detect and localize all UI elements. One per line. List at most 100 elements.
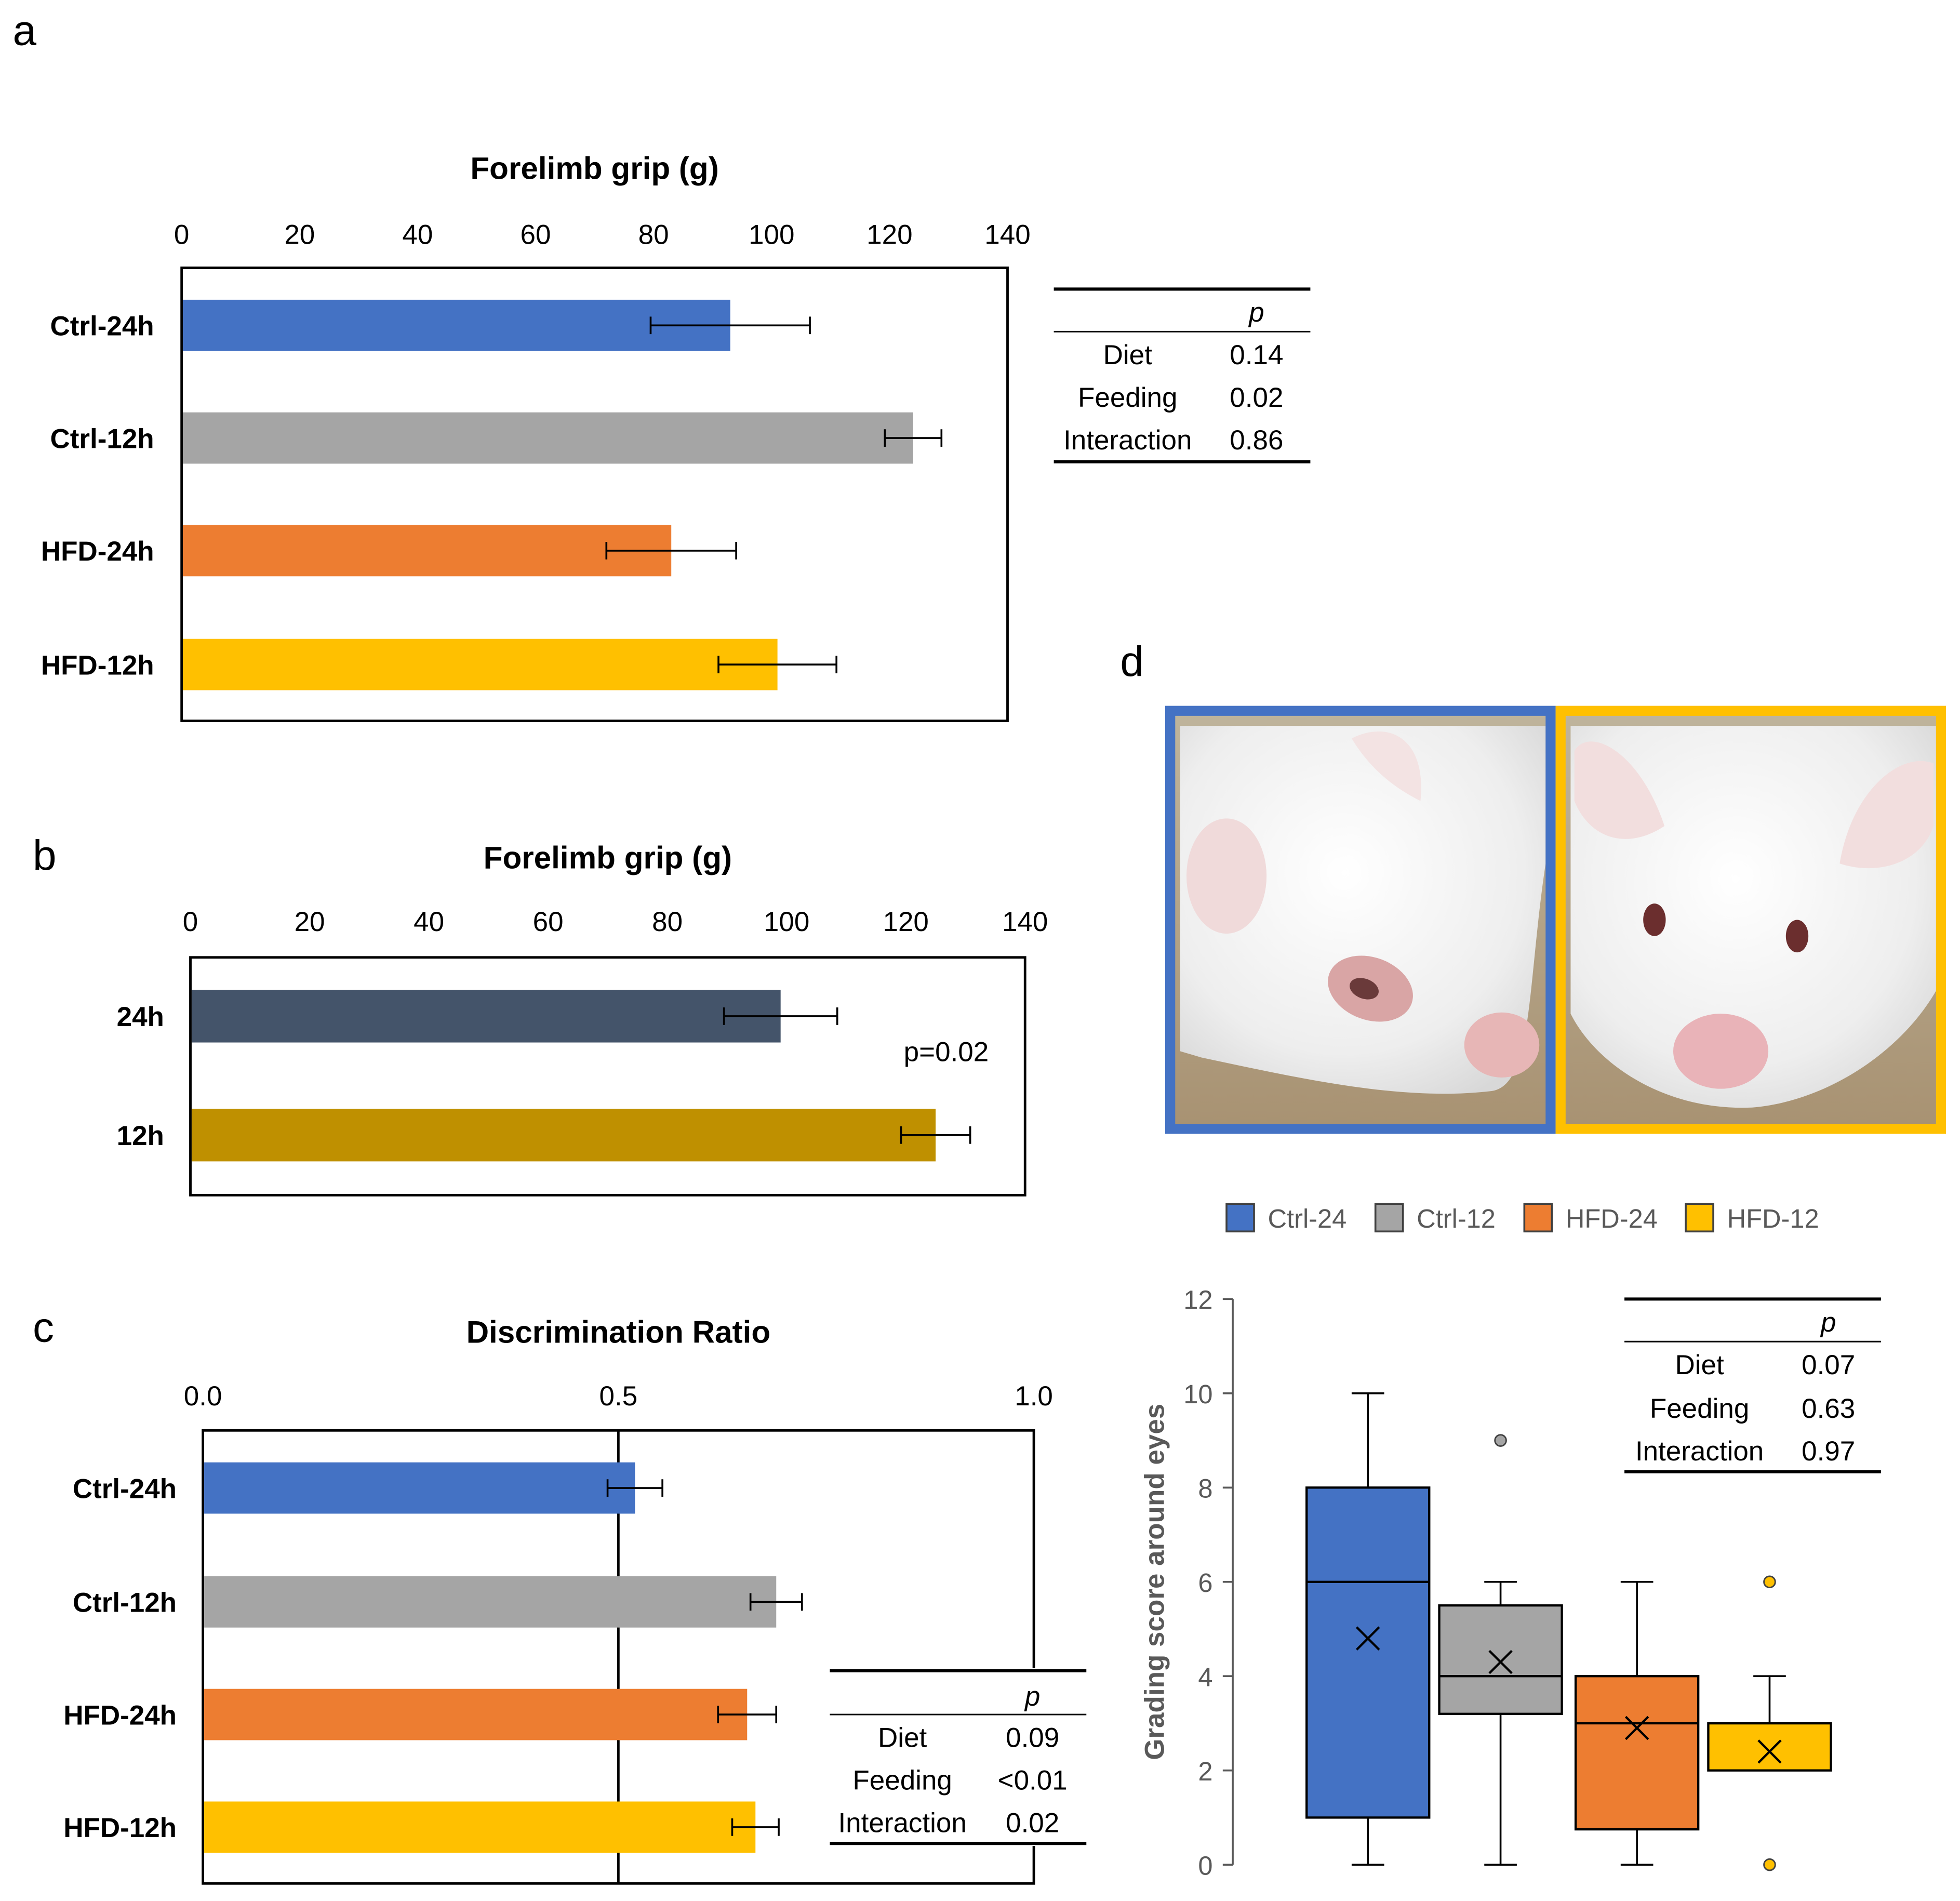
stats-row-value-interaction: 0.97 (1802, 1436, 1855, 1467)
bar-hfd-24h (183, 525, 672, 577)
panel-label-c: c (33, 1304, 54, 1351)
category-label-hfd-24h: HFD-24h (41, 536, 154, 567)
legend-swatch-hfd-24 (1523, 1203, 1553, 1233)
category-label-ctrl-24h: Ctrl-24h (50, 311, 154, 342)
y-tick-label: 4 (1198, 1662, 1212, 1692)
chart-a-forelimb-grip-groups: Forelimb grip (g) 0 20 40 60 80 100 120 140 Ctrl-… (41, 150, 1311, 722)
panel-label-b: b (33, 832, 57, 879)
outlier-point-ctrl-12 (1494, 1434, 1507, 1447)
x-tick-label: 0 (183, 907, 198, 937)
y-tick-label: 2 (1198, 1757, 1212, 1786)
bar-hfd-12h (204, 1801, 756, 1853)
mouse-ear-front-shape (1186, 818, 1267, 934)
bar-hfd-24h (204, 1689, 748, 1740)
category-label-12h: 12h (117, 1121, 164, 1151)
category-label-ctrl-12h: Ctrl-12h (73, 1588, 177, 1618)
mouse-photo-hfd-12 (1555, 706, 1946, 1134)
photo-frame-yellow (1555, 706, 1946, 1134)
photo-frame-blue (1165, 706, 1556, 1134)
y-tick-label: 6 (1198, 1568, 1212, 1598)
legend-label-hfd-12: HFD-12 (1727, 1204, 1819, 1233)
bar-ctrl-12h (204, 1576, 777, 1628)
x-tick-label: 0.0 (184, 1381, 222, 1412)
legend-swatch-ctrl-24 (1225, 1203, 1255, 1233)
x-tick-label: 80 (652, 907, 683, 937)
mouse-nose-shape (1673, 1014, 1769, 1089)
p-value-annotation: p=0.02 (904, 1037, 989, 1068)
plot-frame (189, 956, 1026, 1197)
bar-12h (191, 1109, 936, 1162)
stats-table-header: p (1820, 1307, 1836, 1338)
outlier-point-hfd-12 (1763, 1858, 1776, 1871)
plot-frame (180, 267, 1009, 722)
mouse-right-eye-shape (1785, 920, 1809, 953)
chart-c-discrimination-ratio: Discrimination Ratio 0.0 0.5 1.0 Ctrl-24h Ctr… (63, 1314, 1087, 1885)
bar-hfd-12h (183, 639, 778, 690)
legend-label-ctrl-12: Ctrl-12 (1417, 1204, 1496, 1233)
stats-row-label-feeding: Feeding (1078, 382, 1177, 413)
stats-row-value-interaction: 0.86 (1230, 425, 1283, 456)
box-ctrl-12 (1438, 1604, 1563, 1715)
stats-row-label-feeding: Feeding (852, 1765, 952, 1796)
bar-ctrl-12h (183, 412, 913, 464)
mouse-photo-ctrl-24 (1165, 706, 1556, 1134)
bar-ctrl-24h (183, 299, 730, 351)
x-tick-label: 1.0 (1015, 1381, 1053, 1412)
stats-row-value-diet: 0.09 (1006, 1723, 1059, 1753)
mean-marker-hfd-12 (1757, 1739, 1782, 1764)
mouse-right-ear-shape (1839, 761, 1934, 869)
x-tick-label: 120 (866, 220, 912, 250)
stats-row-label-diet: Diet (1675, 1350, 1724, 1380)
stats-table-bg (830, 1668, 1087, 1846)
bar-24h (191, 990, 781, 1043)
chart-b-forelimb-grip-feeding: Forelimb grip (g) 0 20 40 60 80 100 120 140 24h 12… (117, 840, 1048, 1197)
x-tick-label: 140 (1002, 907, 1048, 937)
box-hfd-12 (1707, 1722, 1832, 1772)
mouse-left-eye-shape (1643, 903, 1666, 936)
mean-marker-ctrl-12 (1488, 1650, 1513, 1674)
mean-marker-ctrl-24 (1356, 1626, 1380, 1651)
mean-marker-hfd-24 (1624, 1716, 1649, 1740)
stats-row-label-diet: Diet (1103, 340, 1153, 370)
category-label-ctrl-24h: Ctrl-24h (73, 1473, 177, 1504)
stats-row-label-diet: Diet (878, 1723, 927, 1753)
stats-table-header: p (1248, 297, 1264, 328)
legend-label-hfd-24: HFD-24 (1566, 1204, 1658, 1233)
stats-row-value-feeding: 0.63 (1802, 1393, 1855, 1424)
chart-d-eye-grading-boxplot: Ctrl-24 Ctrl-12 HFD-24 HFD-12 0 2 4 6 8 10 12 Gradi… (1140, 1203, 1881, 1880)
category-label-24h: 24h (117, 1002, 164, 1032)
x-tick-label: 140 (984, 220, 1030, 250)
box-ctrl-24 (1305, 1486, 1431, 1819)
legend-label-ctrl-24: Ctrl-24 (1268, 1204, 1347, 1233)
chart-a-title: Forelimb grip (g) (470, 150, 718, 185)
stats-row-label-feeding: Feeding (1650, 1393, 1749, 1424)
stats-row-label-interaction: Interaction (838, 1808, 966, 1839)
mouse-ear-shape (1351, 731, 1421, 801)
box-hfd-24 (1574, 1675, 1700, 1831)
x-tick-label: 100 (749, 220, 794, 250)
x-tick-label: 20 (295, 907, 325, 937)
mouse-nose-shape (1464, 1012, 1540, 1078)
y-axis-title: Grading score around eyes (1140, 1404, 1170, 1760)
y-tick-label: 8 (1198, 1474, 1212, 1504)
x-tick-label: 40 (414, 907, 444, 937)
x-tick-label: 100 (764, 907, 809, 937)
category-label-hfd-12h: HFD-12h (41, 650, 154, 681)
stats-table-header: p (1024, 1681, 1040, 1712)
x-tick-label: 0.5 (599, 1381, 638, 1412)
y-tick-label: 0 (1198, 1851, 1212, 1880)
mouse-body-shape (1180, 726, 1546, 1094)
category-label-ctrl-12h: Ctrl-12h (50, 423, 154, 454)
chart-b-title: Forelimb grip (g) (484, 840, 732, 875)
stats-row-value-interaction: 0.02 (1006, 1808, 1059, 1839)
panel-label-d: d (1120, 638, 1144, 685)
legend-swatch-ctrl-12 (1374, 1203, 1404, 1233)
mouse-left-ear-shape (1574, 741, 1665, 839)
x-tick-label: 20 (284, 220, 315, 250)
stats-row-value-diet: 0.07 (1802, 1350, 1855, 1380)
outlier-point-hfd-12 (1763, 1575, 1776, 1589)
stats-row-value-diet: 0.14 (1230, 340, 1283, 370)
mouse-eye-shape (1350, 978, 1379, 1000)
stats-row-value-feeding: <0.01 (998, 1765, 1068, 1796)
